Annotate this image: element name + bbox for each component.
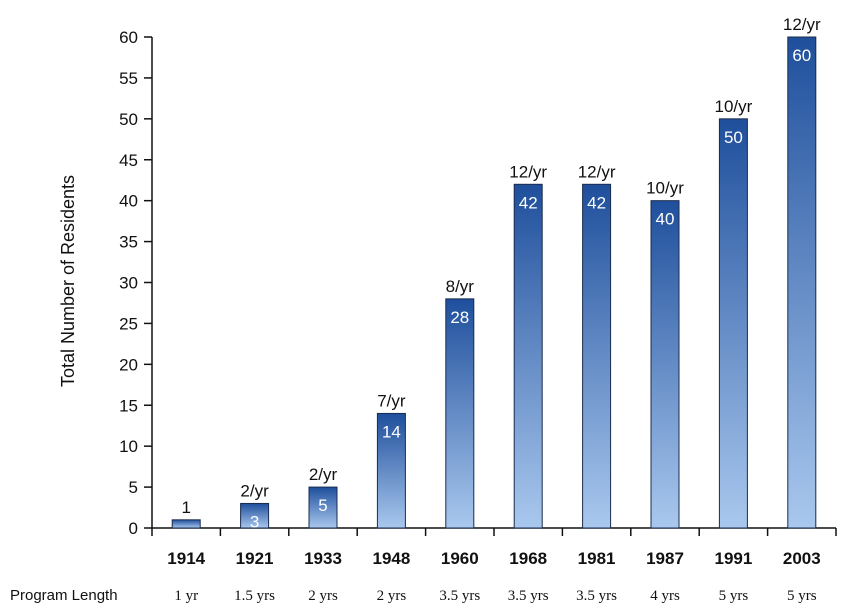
bar-value-label: 40 [656, 210, 675, 229]
program-length-title: Program Length [10, 587, 118, 604]
x-tick-label: 1948 [372, 549, 410, 568]
bar-value-label: 5 [318, 496, 327, 515]
x-tick-label: 1933 [304, 549, 342, 568]
bar-top-label: 8/yr [446, 277, 475, 296]
bar-1933 [308, 486, 338, 529]
y-tick-label: 55 [119, 69, 138, 88]
x-tick-label: 1968 [509, 549, 547, 568]
bar-top-label: 10/yr [646, 179, 684, 198]
x-tick-label: 1921 [236, 549, 274, 568]
program-length-value: 3.5 yrs [508, 588, 549, 604]
program-length-row: Program Length 1 yr 1.5 yrs 2 yrs 2 yrs 3.5 y… [10, 587, 817, 604]
bar-1987 [650, 200, 680, 529]
bar-1948 [376, 412, 406, 529]
program-length-value: 5 yrs [787, 588, 817, 604]
bar-top-label: 2/yr [309, 465, 338, 484]
program-length-value: 3.5 yrs [439, 588, 480, 604]
bar-value-label: 3 [250, 512, 259, 531]
program-length-value: 2 yrs [308, 588, 338, 604]
bar-top-label: 1 [181, 498, 190, 517]
bar-value-label: 50 [724, 128, 743, 147]
bar-value-label: 28 [450, 308, 469, 327]
bar-value-label: 42 [587, 193, 606, 212]
y-tick-label: 0 [129, 519, 138, 538]
y-tick-label: 45 [119, 151, 138, 170]
bar-top-label: 12/yr [578, 162, 616, 181]
bar-1981 [582, 183, 612, 529]
bar-1921 [240, 502, 270, 529]
bar-value-label: 14 [382, 422, 401, 441]
x-tick-label: 1914 [167, 549, 205, 568]
bar-value-label: 60 [792, 46, 811, 65]
bar-top-label: 2/yr [240, 481, 269, 500]
program-length-value: 2 yrs [377, 588, 407, 604]
y-tick-label: 50 [119, 110, 138, 129]
bars [171, 36, 817, 529]
x-tick-label: 1981 [578, 549, 616, 568]
x-tick-label: 2003 [783, 549, 821, 568]
program-length-value: 1 yr [174, 588, 198, 604]
program-length-value: 4 yrs [650, 588, 680, 604]
bar-top-label: 12/yr [783, 15, 821, 34]
y-axis-label: Total Number of Residents [58, 175, 78, 387]
bar-value-label: 42 [519, 193, 538, 212]
bar-1960 [445, 298, 475, 529]
x-tick-label: 1991 [714, 549, 752, 568]
y-tick-label: 35 [119, 233, 138, 252]
y-tick-label: 60 [119, 28, 138, 47]
data-labels: 12/yr32/yr57/yr148/yr2812/yr4212/yr4210/… [181, 15, 821, 531]
bar-2003 [787, 36, 817, 529]
y-axis: 0 5 10 15 20 25 30 35 40 45 50 55 60 [119, 28, 153, 538]
bar-1991 [718, 118, 748, 529]
x-tick-label: 1960 [441, 549, 479, 568]
y-tick-label: 5 [129, 478, 138, 497]
y-tick-label: 30 [119, 274, 138, 293]
program-length-value: 5 yrs [719, 588, 749, 604]
bar-top-label: 10/yr [715, 97, 753, 116]
bar-top-label: 12/yr [509, 162, 547, 181]
program-length-value: 3.5 yrs [576, 588, 617, 604]
y-tick-label: 25 [119, 314, 138, 333]
bar-top-label: 7/yr [377, 391, 406, 410]
x-tick-label: 1987 [646, 549, 684, 568]
bar-1914 [171, 519, 201, 529]
x-axis: 1914 1921 1933 1948 1960 1968 1981 1987 1991 2003 [151, 527, 837, 568]
y-tick-label: 40 [119, 192, 138, 211]
y-tick-label: 20 [119, 355, 138, 374]
bar-1968 [513, 183, 543, 529]
y-tick-label: 15 [119, 396, 138, 415]
y-tick-label: 10 [119, 437, 138, 456]
program-length-value: 1.5 yrs [234, 588, 275, 604]
